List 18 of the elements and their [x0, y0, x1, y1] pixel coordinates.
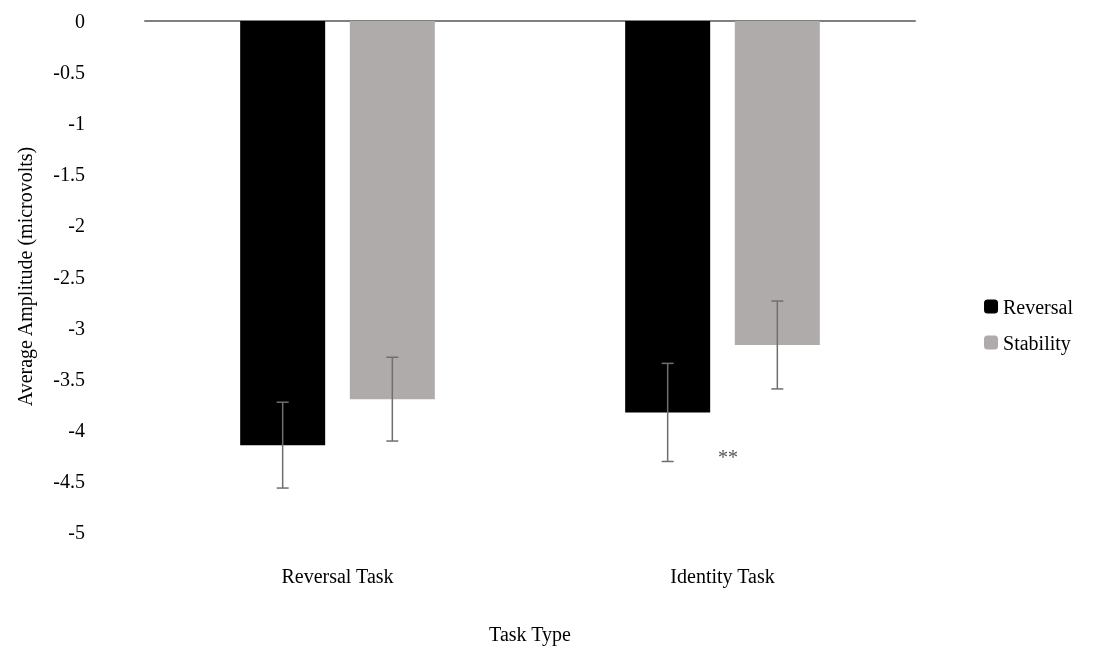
legend-label: Reversal [1003, 295, 1074, 318]
y-tick-label: -5 [68, 521, 85, 543]
y-tick-label: -1.5 [53, 163, 85, 186]
x-tick-label: Identity Task [670, 565, 775, 588]
y-tick-label: 0 [75, 10, 85, 32]
y-axis-title: Average Amplitude (microvolts) [14, 146, 37, 407]
y-tick-label: -0.5 [53, 61, 85, 84]
y-tick-label: -3.5 [53, 367, 85, 390]
y-tick-label: -1 [68, 112, 85, 135]
y-tick-label: -4.5 [53, 469, 85, 492]
x-axis-title: Task Type [489, 623, 572, 646]
y-tick-label: -3 [68, 316, 85, 339]
x-tick-label: Reversal Task [281, 565, 394, 587]
y-tick-label: -2.5 [53, 265, 85, 288]
y-tick-label: -4 [68, 418, 85, 441]
y-tick-label: -2 [68, 214, 85, 237]
legend-label: Stability [1003, 331, 1071, 355]
annotation: ** [718, 446, 738, 468]
